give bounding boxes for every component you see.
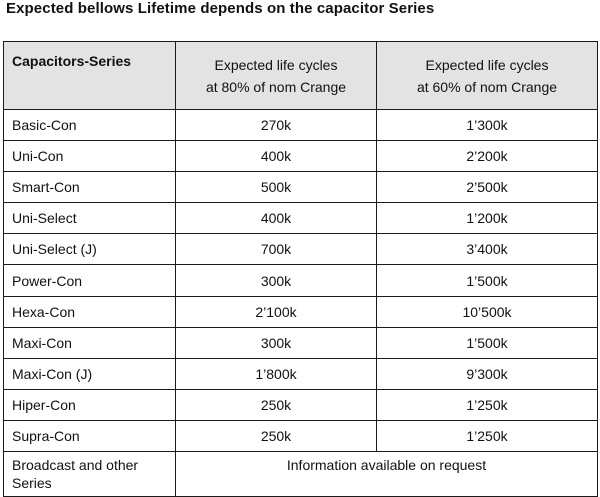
life-cycles-60: 1’500k [376, 264, 598, 297]
series-name: Hiper-Con [3, 388, 176, 421]
table-row: Power-Con 300k 1’500k [3, 264, 598, 297]
header-life-cycles-60-line2: at 60% of nom Crange [416, 78, 558, 95]
life-cycles-80: 250k [175, 388, 377, 421]
table-header-row: Capacitors-Series Expected life cycles a… [3, 41, 598, 110]
header-life-cycles-60-line1: Expected life cycles [425, 56, 549, 73]
series-name: Uni-Con [3, 140, 176, 173]
life-cycles-60: 9’300k [376, 357, 598, 390]
life-cycles-80: 250k [175, 419, 377, 453]
table-row: Maxi-Con 300k 1’500k [3, 326, 598, 359]
life-cycles-60: 1’500k [376, 326, 598, 359]
life-cycles-60: 10’500k [376, 295, 598, 328]
table-row-broadcast: Broadcast and other Series Information a… [3, 451, 598, 497]
header-life-cycles-80-line2: at 80% of nom Crange [205, 78, 347, 95]
life-cycles-60: 1’250k [376, 388, 598, 421]
life-cycles-80: 700k [175, 233, 377, 266]
info-on-request: Information available on request [175, 451, 598, 497]
header-life-cycles-60: Expected life cycles at 60% of nom Crang… [376, 41, 598, 110]
table-row: Uni-Select (J) 700k 3’400k [3, 233, 598, 266]
header-life-cycles-80: Expected life cycles at 80% of nom Crang… [175, 41, 377, 110]
lifetime-table: Capacitors-Series Expected life cycles a… [3, 41, 598, 497]
life-cycles-80: 500k [175, 171, 377, 204]
table-row: Maxi-Con (J) 1’800k 9’300k [3, 357, 598, 390]
series-name: Basic-Con [3, 108, 176, 142]
life-cycles-60: 1’300k [376, 108, 598, 142]
series-name: Supra-Con [3, 419, 176, 453]
table-row: Supra-Con 250k 1’250k [3, 419, 598, 453]
life-cycles-80: 400k [175, 202, 377, 235]
series-name: Hexa-Con [3, 295, 176, 328]
life-cycles-60: 1’200k [376, 202, 598, 235]
life-cycles-60: 3’400k [376, 233, 598, 266]
life-cycles-80: 2’100k [175, 295, 377, 328]
life-cycles-80: 300k [175, 264, 377, 297]
series-name: Smart-Con [3, 171, 176, 204]
series-name: Power-Con [3, 264, 176, 297]
life-cycles-60: 2’500k [376, 171, 598, 204]
series-name: Maxi-Con [3, 326, 176, 359]
life-cycles-60: 1’250k [376, 419, 598, 453]
header-life-cycles-80-line1: Expected life cycles [214, 56, 338, 73]
series-name: Maxi-Con (J) [3, 357, 176, 390]
life-cycles-60: 2’200k [376, 140, 598, 173]
series-name-broadcast-line2: Series [12, 475, 52, 492]
table-row: Basic-Con 270k 1’300k [3, 108, 598, 142]
life-cycles-80: 400k [175, 140, 377, 173]
life-cycles-80: 1’800k [175, 357, 377, 390]
page-title: Expected bellows Lifetime depends on the… [6, 0, 435, 17]
series-name: Uni-Select (J) [3, 233, 176, 266]
header-capacitors-series: Capacitors-Series [3, 41, 176, 110]
series-name: Uni-Select [3, 202, 176, 235]
life-cycles-80: 300k [175, 326, 377, 359]
table-row: Hiper-Con 250k 1’250k [3, 388, 598, 421]
series-name-broadcast: Broadcast and other Series [3, 451, 176, 497]
table-row: Hexa-Con 2’100k 10’500k [3, 295, 598, 328]
life-cycles-80: 270k [175, 108, 377, 142]
series-name-broadcast-line1: Broadcast and other [12, 457, 139, 474]
table-row: Smart-Con 500k 2’500k [3, 171, 598, 204]
table-row: Uni-Con 400k 2’200k [3, 140, 598, 173]
table-row: Uni-Select 400k 1’200k [3, 202, 598, 235]
